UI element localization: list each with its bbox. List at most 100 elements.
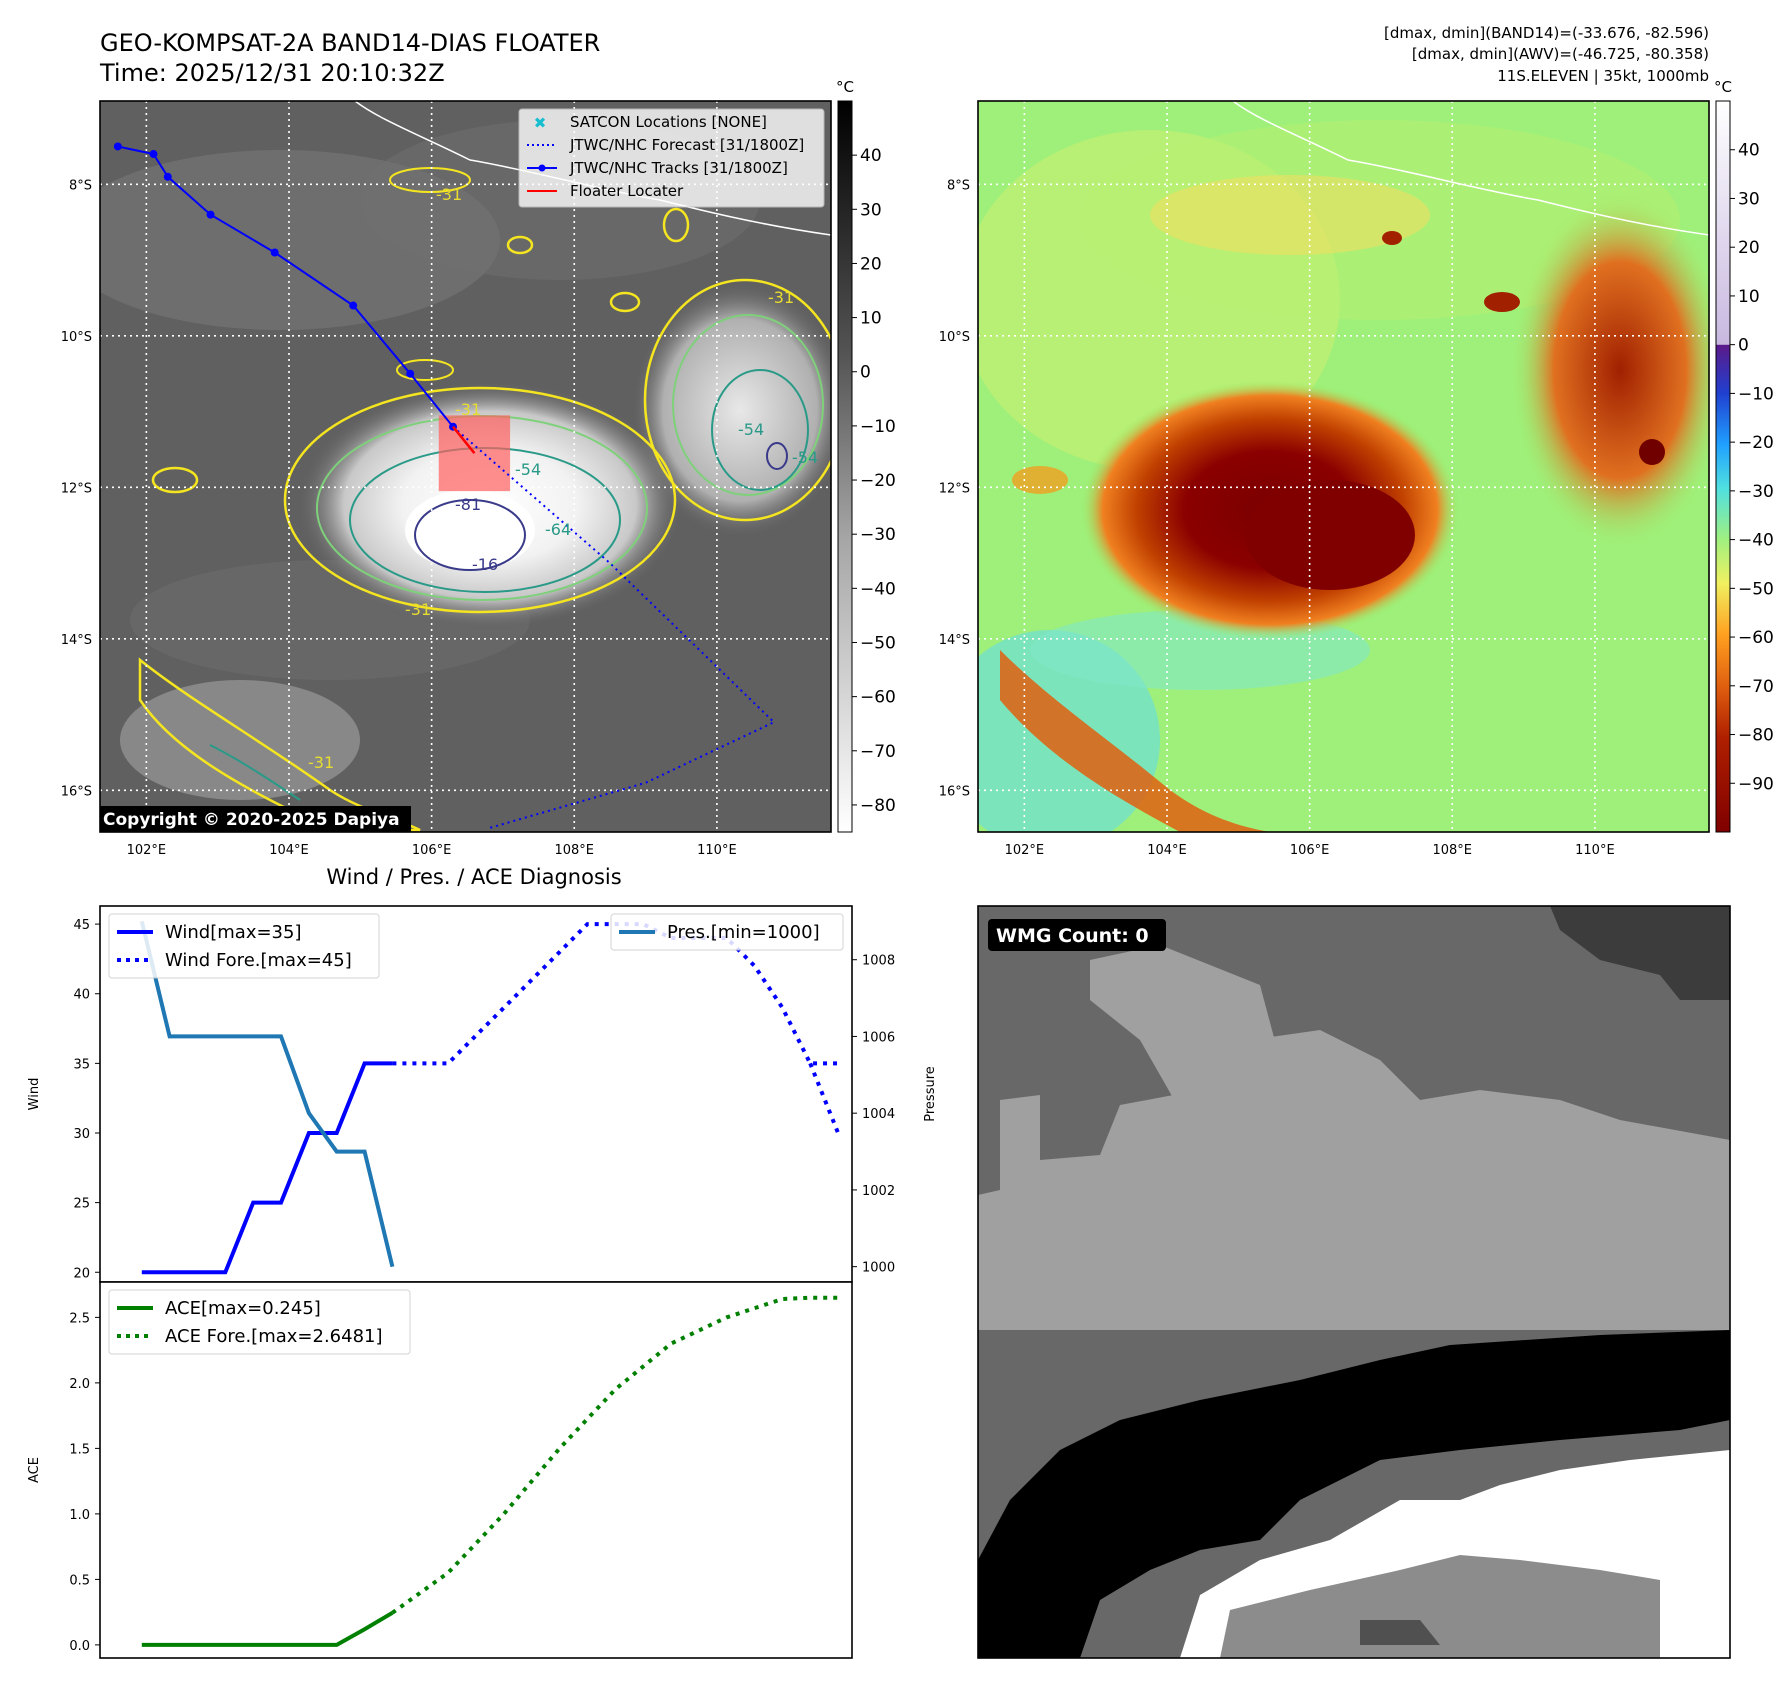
awv-lon-tick-label: 104°E [1147, 843, 1187, 858]
y-tick-label: 20 [73, 1266, 90, 1281]
awv-lat-tick-label: 10°S [939, 330, 970, 345]
track-point [163, 172, 172, 181]
legend-label: SATCON Locations [NONE] [570, 113, 767, 131]
y-right-tick-label: 1006 [862, 1030, 895, 1045]
contour-label: -16 [472, 555, 498, 574]
y-tick-label: 35 [73, 1057, 90, 1072]
awv-colorbar-unit: °C [1714, 78, 1732, 96]
y-right-tick-label: 1008 [862, 954, 895, 969]
chart-legend-box [610, 913, 844, 951]
info-line-2: [dmax, dmin](AWV)=(-46.725, -80.358) [1412, 45, 1709, 63]
figure-title: GEO-KOMPSAT-2A BAND14-DIAS FLOATER [100, 29, 600, 57]
contour-label: -81 [455, 495, 481, 514]
colorbar-tick-label: −90 [1738, 774, 1774, 794]
colorbar-tick-label: 30 [1738, 189, 1760, 209]
figure-time: Time: 2025/12/31 20:10:32Z [99, 59, 445, 87]
y-right-tick-label: 1000 [862, 1261, 895, 1276]
ir-axis-labels: 102°E 104°E 106°E 108°E 110°E 8°S 10°S 12°S 14°S… [61, 178, 737, 858]
colorbar-tick-label: −30 [1738, 482, 1774, 502]
y-tick-label: 25 [73, 1197, 90, 1212]
ir-colorbar-unit: °C [836, 78, 854, 96]
awv-lon-tick-label: 102°E [1005, 843, 1045, 858]
chart-legend-label: ACE[max=0.245] [165, 1298, 321, 1319]
floater-locater-line [452, 425, 476, 454]
chart-legend-box [108, 913, 380, 979]
wmg-count-text: WMG Count: 0 [996, 925, 1149, 947]
ace-chart: 0.0 0.5 1.0 1.5 2.0 2.5 ACE ACE[max=0.245] ACE … [27, 1281, 853, 1659]
contour-label: -31 [455, 400, 481, 419]
ir-lon-tick-label: 102°E [127, 843, 167, 858]
copyright-badge [100, 806, 411, 832]
contour-label: -54 [792, 448, 818, 467]
y-axis-label: Wind [27, 1078, 42, 1111]
y-tick-label: 2.0 [69, 1377, 90, 1392]
ir-gridlines [100, 101, 831, 832]
series-line [139, 920, 395, 1268]
contour-label: -54 [515, 460, 541, 479]
chart-legend-label: Wind Fore.[max=45] [165, 950, 352, 971]
forecast-track-line [452, 425, 776, 830]
track-point [113, 142, 122, 151]
contour-label: -31 [405, 600, 431, 619]
colorbar-tick-label: 0 [860, 363, 871, 383]
colorbar-tick-label: 40 [1738, 141, 1760, 161]
chart-legend-label: ACE Fore.[max=2.6481] [165, 1326, 383, 1347]
y-tick-label: 45 [73, 918, 90, 933]
colorbar-tick-label: −50 [1738, 579, 1774, 599]
copyright-text: Copyright © 2020-2025 Dapiya [103, 810, 400, 830]
contour-label: -54 [738, 420, 764, 439]
series-line [808, 1062, 840, 1134]
awv-lat-tick-label: 12°S [939, 481, 970, 496]
map-legend: ✖ SATCON Locations [NONE] JTWC/NHC Forecas… [518, 108, 825, 208]
track-point [349, 301, 358, 310]
track-point [406, 369, 415, 378]
y-tick-label: 0.5 [69, 1573, 90, 1588]
awv-lat-tick-label: 14°S [939, 633, 970, 648]
colorbar-tick-label: 10 [860, 309, 882, 329]
y-tick-label: 1.0 [69, 1508, 90, 1523]
colorbar-tick-label: 10 [1738, 287, 1760, 307]
info-line-3: 11S.ELEVEN | 35kt, 1000mb [1497, 67, 1709, 85]
contour-label: -31 [768, 288, 794, 307]
awv-lat-tick-label: 8°S [947, 178, 970, 193]
awv-axis-labels: 102°E 104°E 106°E 108°E 110°E 8°S 10°S 12°S 14°S… [939, 178, 1615, 858]
colorbar-tick-label: −60 [860, 688, 896, 708]
ir-lat-tick-label: 8°S [69, 178, 92, 193]
series-line [141, 1611, 394, 1647]
colorbar-tick-label: 0 [1738, 336, 1749, 356]
y-tick-label: 40 [73, 988, 90, 1003]
ir-satellite-panel: -31 -31 -31 -54 -54 -54 -64 -81 -16 -31 … [61, 100, 832, 858]
y-tick-label: 30 [73, 1127, 90, 1142]
ir-colorbar: °C 40 30 20 10 0 −10 −20 −30 −40 −50 −60 −70 −80 [836, 78, 896, 833]
chart-legend-box [108, 1289, 411, 1355]
wmg-panel: WMG Count: 0 [977, 905, 1731, 1659]
colorbar-tick-label: −70 [860, 742, 896, 762]
awv-lat-tick-label: 16°S [939, 784, 970, 799]
wmg-count-badge [988, 919, 1166, 951]
ir-lat-tick-label: 16°S [61, 784, 92, 799]
track-point [270, 248, 279, 257]
awv-lon-tick-label: 108°E [1432, 843, 1472, 858]
y-right-tick-label: 1004 [862, 1107, 895, 1122]
colorbar-tick-label: 20 [1738, 238, 1760, 258]
colorbar-tick-label: −40 [860, 579, 896, 599]
legend-label: Floater Locater [570, 182, 684, 200]
info-line-1: [dmax, dmin](BAND14)=(-33.676, -82.596) [1384, 24, 1709, 42]
colorbar-tick-label: −80 [860, 796, 896, 816]
legend-label: JTWC/NHC Tracks [31/1800Z] [569, 159, 788, 177]
colorbar-tick-label: −70 [1738, 677, 1774, 697]
awv-lon-tick-label: 110°E [1575, 843, 1615, 858]
colorbar-tick-label: −20 [860, 471, 896, 491]
colorbar-tick-label: −40 [1738, 531, 1774, 551]
diagnosis-title: Wind / Pres. / ACE Diagnosis [326, 865, 621, 889]
ir-lon-tick-label: 110°E [697, 843, 737, 858]
ir-lat-tick-label: 12°S [61, 481, 92, 496]
ir-lat-tick-label: 10°S [61, 330, 92, 345]
chart-legend-label: Wind[max=35] [165, 922, 302, 943]
contour-label: -31 [308, 753, 334, 772]
colorbar-tick-label: −10 [860, 417, 896, 437]
series-line [391, 1295, 839, 1615]
colorbar-tick-label: −60 [1738, 628, 1774, 648]
best-track-line [117, 145, 454, 428]
